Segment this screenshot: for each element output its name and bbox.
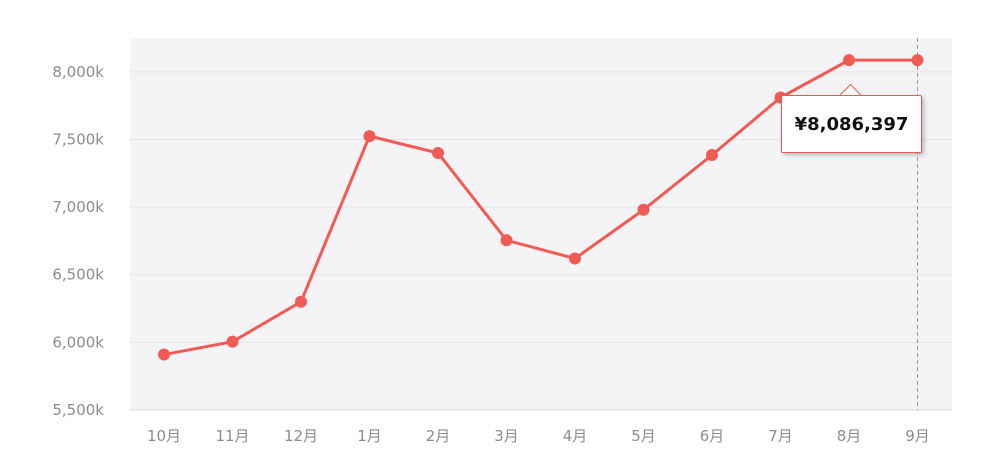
- data-point[interactable]: [569, 252, 581, 265]
- x-tick-label: 5月: [631, 427, 656, 445]
- y-tick-label: 5,500k: [52, 401, 104, 419]
- x-tick-label: 6月: [700, 427, 725, 445]
- x-tick-label: 9月: [905, 427, 930, 445]
- tooltip: ¥8,086,397: [781, 95, 922, 153]
- y-tick-label: 8,000k: [52, 63, 104, 81]
- x-tick-label: 1月: [357, 427, 382, 445]
- series-line: [163, 58, 918, 357]
- tooltip-value: ¥8,086,397: [794, 113, 909, 135]
- data-point[interactable]: [363, 130, 376, 143]
- data-point[interactable]: [500, 234, 513, 247]
- data-point[interactable]: [226, 335, 239, 348]
- data-point[interactable]: [295, 295, 307, 308]
- y-tick-label: 6,000k: [52, 333, 104, 351]
- y-tick-label: 7,500k: [52, 130, 104, 148]
- x-tick-label: 3月: [494, 427, 519, 445]
- data-point[interactable]: [843, 54, 855, 67]
- x-axis-labels: 10月 11月 12月 1月 2月 3月 4月 5月 6月 7月 8月 9月: [147, 427, 930, 445]
- data-point[interactable]: [706, 149, 718, 162]
- data-point[interactable]: [432, 146, 444, 159]
- x-tick-label: 8月: [837, 427, 862, 445]
- y-axis-labels: 5,500k 6,000k 6,500k 7,000k 7,500k 8,000k: [52, 63, 104, 419]
- y-tick-label: 6,500k: [52, 266, 104, 284]
- data-points: [158, 54, 924, 361]
- y-tick-label: 7,000k: [52, 198, 104, 216]
- x-tick-label: 7月: [768, 427, 793, 445]
- x-tick-label: 10月: [147, 427, 181, 445]
- x-tick-label: 11月: [215, 427, 249, 445]
- data-point[interactable]: [158, 348, 170, 361]
- x-tick-label: 12月: [284, 427, 318, 445]
- x-tick-label: 4月: [563, 427, 588, 445]
- plot-area: [130, 38, 952, 410]
- x-tick-label: 2月: [426, 427, 451, 445]
- data-point[interactable]: [637, 203, 650, 216]
- data-point[interactable]: [911, 54, 924, 67]
